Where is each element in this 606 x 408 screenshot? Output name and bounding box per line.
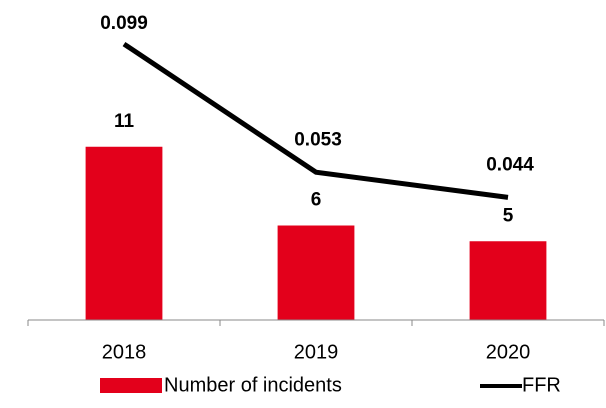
bar-value-label: 11: [114, 111, 135, 132]
x-tick-label: 2018: [102, 341, 147, 363]
bar: [85, 146, 163, 320]
x-tick-label: 2019: [294, 341, 339, 363]
line-value-label: 0.044: [486, 154, 534, 175]
bar: [469, 241, 547, 320]
legend-label: Number of incidents: [164, 374, 342, 396]
bar-value-label: 6: [311, 190, 322, 211]
ffr-line: [122, 41, 509, 200]
x-tick-label: 2020: [486, 341, 531, 363]
legend-label: FFR: [522, 374, 561, 396]
legend-swatch: [100, 378, 162, 393]
line-value-label: 0.053: [294, 129, 342, 150]
bar: [277, 225, 355, 320]
line-value-label: 0.099: [100, 13, 148, 34]
bar-value-label: 5: [503, 205, 514, 226]
